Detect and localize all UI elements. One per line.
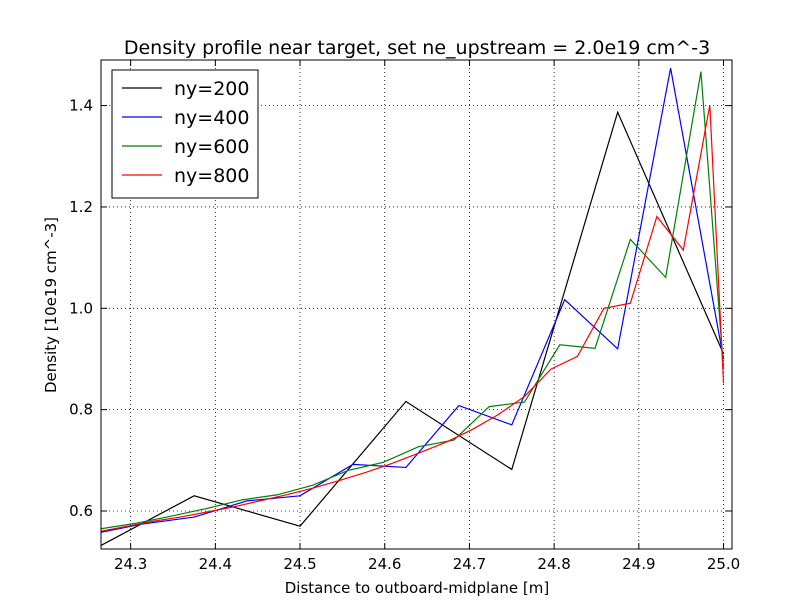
- x-tick-label: 24.4: [199, 555, 232, 573]
- x-tick-label: 24.6: [368, 555, 401, 573]
- y-axis-label: Density [10e19 cm^-3]: [42, 217, 60, 393]
- y-tick-label: 0.6: [69, 502, 93, 520]
- y-tick-label: 0.8: [69, 401, 93, 419]
- legend-label: ny=400: [174, 107, 249, 129]
- y-tick-label: 1.0: [69, 299, 93, 317]
- series-line-ny-200: [100, 110, 725, 546]
- legend-label: ny=800: [174, 165, 249, 187]
- x-axis-label: Distance to outboard-midplane [m]: [285, 579, 549, 597]
- series-line-ny-600: [100, 71, 725, 530]
- series-line-ny-400: [100, 67, 725, 533]
- x-tick-label: 24.3: [114, 555, 147, 573]
- grid: [101, 60, 732, 549]
- x-tick-label: 24.8: [537, 555, 570, 573]
- legend-label: ny=200: [174, 78, 249, 100]
- y-tick-label: 1.4: [69, 97, 93, 115]
- legend: ny=200 ny=400 ny=600 ny=800: [111, 69, 259, 199]
- y-tick-label: 1.2: [69, 198, 93, 216]
- legend-box: [111, 69, 259, 199]
- x-tick-label: 25.0: [707, 555, 740, 573]
- plot-frame: [100, 59, 733, 550]
- chart-title: Density profile near target, set ne_upst…: [124, 37, 710, 59]
- x-tick-label: 24.5: [283, 555, 316, 573]
- series-layer: [100, 67, 725, 546]
- legend-label: ny=600: [174, 136, 249, 158]
- axis-ticks: 24.3 24.4 24.5 24.6 24.7 24.8 24.9 25.0 0.6 0.8 1.…: [69, 60, 740, 573]
- x-tick-label: 24.9: [622, 555, 655, 573]
- series-line-ny-800: [100, 104, 725, 532]
- x-tick-label: 24.7: [453, 555, 486, 573]
